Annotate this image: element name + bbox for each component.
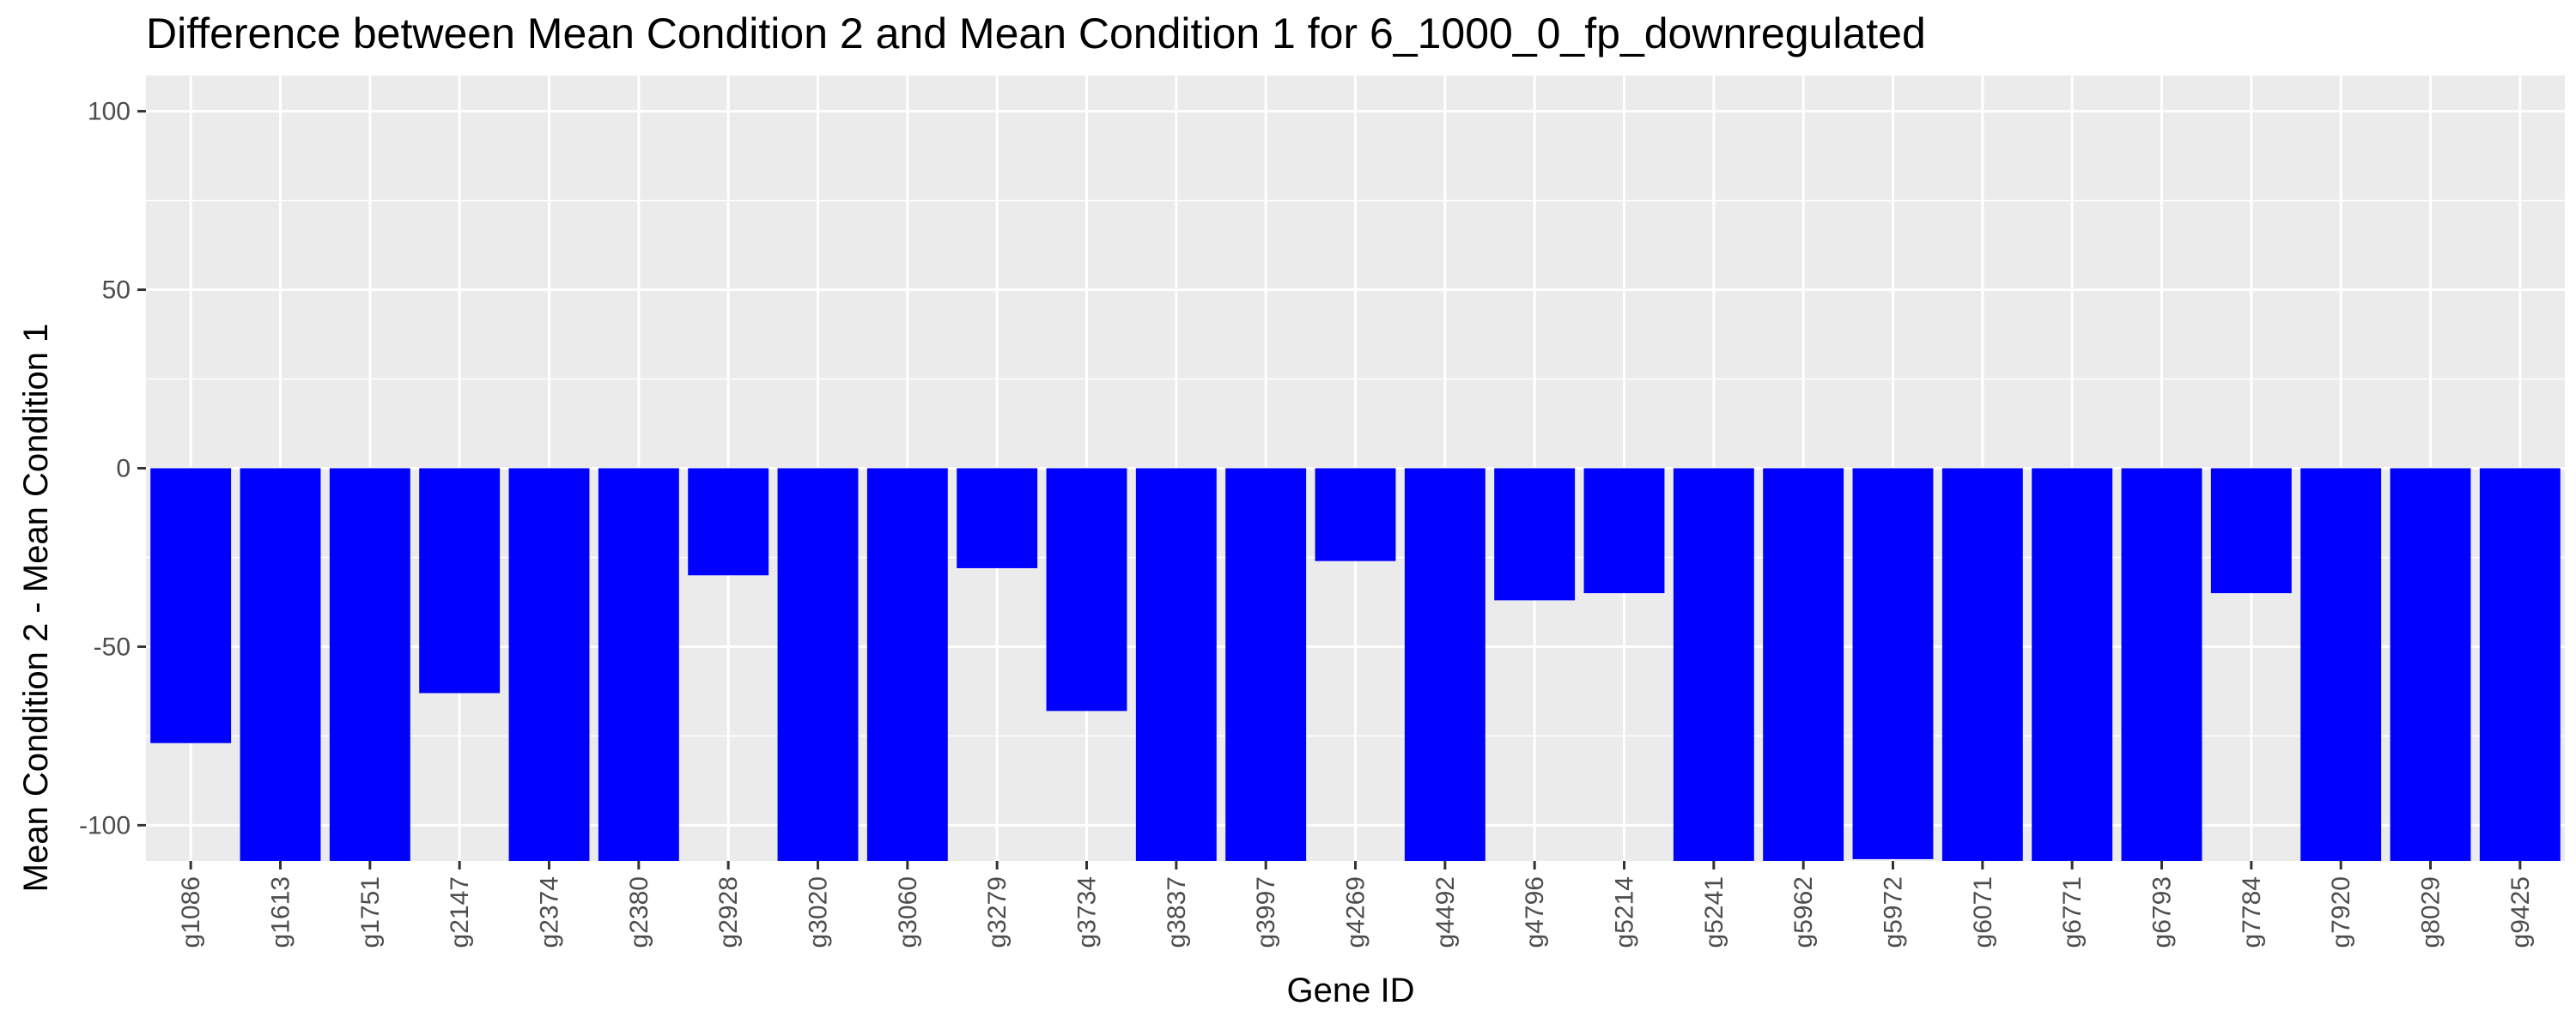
bar-g2374: [508, 468, 590, 861]
x-tick-label: g3279: [983, 876, 1012, 948]
bar-g3060: [866, 468, 948, 861]
bar-g4269: [1315, 468, 1396, 561]
y-axis-title: Mean Condition 2 - Mean Condition 1: [17, 324, 55, 893]
bar-g6771: [2032, 468, 2113, 861]
bar-g7920: [2300, 468, 2382, 861]
x-tick-label: g2928: [714, 876, 743, 948]
y-tick-label: -100: [79, 811, 131, 839]
x-tick-label: g4492: [1431, 876, 1460, 948]
bar-g3997: [1225, 468, 1307, 861]
bar-g4492: [1404, 468, 1485, 861]
bar-g1751: [329, 468, 410, 861]
bar-g2380: [598, 468, 679, 861]
bar-g6071: [1941, 468, 2023, 861]
x-tick-label: g2380: [625, 876, 653, 948]
x-tick-label: g7784: [2238, 876, 2266, 948]
bar-g5972: [1852, 468, 1934, 859]
x-tick-label: g5972: [1880, 876, 1908, 948]
x-tick-label: g2147: [446, 876, 474, 948]
x-tick-label: g1086: [177, 876, 205, 948]
bar-g2147: [419, 468, 501, 694]
x-tick-label: g2374: [536, 876, 564, 948]
x-tick-label: g6071: [1969, 876, 1997, 948]
bar-g9425: [2479, 468, 2561, 861]
bar-g3837: [1135, 468, 1217, 861]
bar-g6793: [2121, 468, 2202, 861]
x-tick-label: g6793: [2148, 876, 2177, 948]
y-tick-label: 50: [102, 276, 131, 305]
bar-g8029: [2390, 468, 2471, 861]
bar-g1613: [240, 468, 321, 861]
bar-g5241: [1673, 468, 1754, 861]
x-tick-label: g8029: [2417, 876, 2445, 948]
bar-g3279: [957, 468, 1038, 568]
chart-title: Difference between Mean Condition 2 and …: [146, 9, 1926, 58]
bar-g1086: [150, 468, 232, 743]
x-tick-label: g3734: [1073, 876, 1102, 948]
y-axis: -100 -50 0 50 100: [79, 98, 146, 839]
bar-g2928: [688, 468, 769, 576]
x-tick-label: g7920: [2327, 876, 2355, 948]
bar-g5214: [1583, 468, 1665, 594]
y-tick-label: 100: [88, 98, 131, 126]
x-tick-label: g3837: [1163, 876, 1191, 948]
x-tick-label: g1751: [356, 876, 385, 948]
x-tick-label: g1613: [267, 876, 295, 948]
x-tick-label: g5241: [1700, 876, 1728, 948]
bar-g3020: [777, 468, 859, 861]
x-tick-label: g9425: [2506, 876, 2535, 948]
bar-g3734: [1046, 468, 1127, 712]
x-tick-label: g3020: [805, 876, 833, 948]
x-tick-label: g5214: [1611, 876, 1639, 948]
bar-g5962: [1763, 468, 1844, 861]
x-tick-label: g5962: [1789, 876, 1818, 948]
x-tick-label: g4796: [1521, 876, 1549, 948]
bar-g7784: [2210, 468, 2292, 594]
x-axis-title: Gene ID: [1287, 972, 1415, 1009]
y-tick-label: 0: [116, 455, 131, 483]
x-axis: g1086 g1613 g1751 g2147 g2374 g2380 g2928 g3020…: [177, 861, 2535, 948]
bars: [150, 468, 2561, 861]
x-tick-label: g3060: [894, 876, 922, 948]
bar-g4796: [1494, 468, 1576, 601]
x-tick-label: g3997: [1252, 876, 1280, 948]
y-tick-label: -50: [94, 633, 131, 661]
x-tick-label: g6771: [2058, 876, 2087, 948]
x-tick-label: g4269: [1342, 876, 1370, 948]
